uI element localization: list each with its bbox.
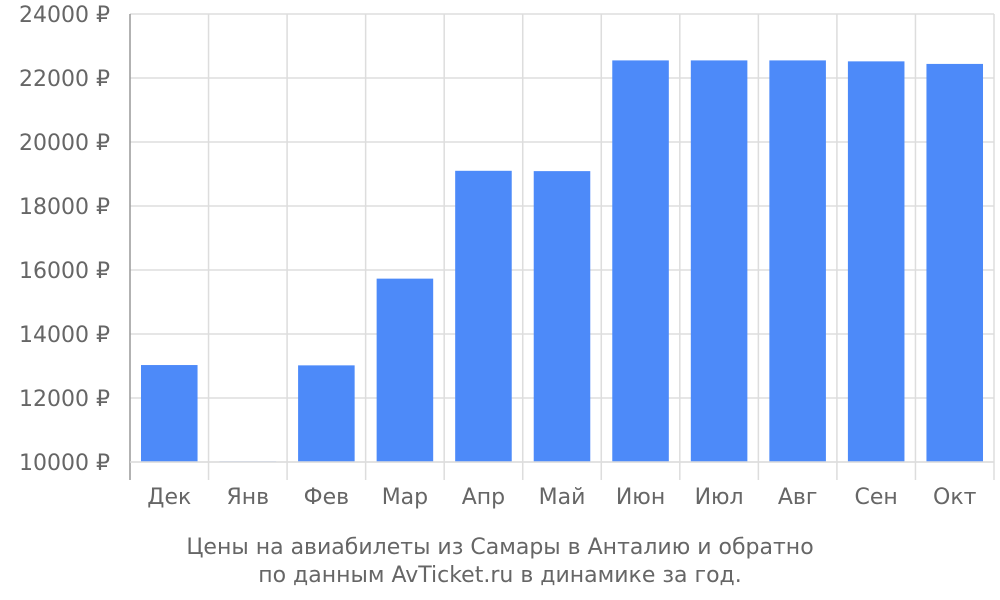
bar — [533, 171, 591, 462]
bar — [376, 278, 434, 462]
bar — [140, 365, 198, 462]
bar — [690, 60, 748, 463]
bar — [926, 63, 984, 463]
x-tick-label: Май — [539, 485, 586, 510]
tick-labels: 10000 ₽ 12000 ₽ 14000 ₽ 16000 ₽ 18000 ₽ 20000… — [19, 3, 977, 510]
chart-caption-line-2: по данным AvTicket.ru в динамике за год. — [258, 563, 742, 588]
x-tick-label: Апр — [462, 485, 505, 510]
y-tick-label: 22000 ₽ — [19, 67, 110, 92]
x-tick-label: Дек — [147, 485, 191, 510]
bar — [847, 61, 905, 463]
y-tick-label: 14000 ₽ — [19, 323, 110, 348]
y-tick-label: 12000 ₽ — [19, 387, 110, 412]
bar — [298, 365, 355, 462]
chart-caption-line-1: Цены на авиабилеты из Самары в Анталию и… — [186, 535, 814, 560]
x-tick-label: Фев — [304, 485, 349, 510]
x-tick-label: Июл — [695, 485, 744, 510]
bars — [140, 60, 984, 463]
x-tick-label: Мар — [382, 485, 428, 510]
x-tick-label: Янв — [226, 485, 269, 510]
x-tick-label: Окт — [933, 485, 977, 510]
x-tick-label: Сен — [855, 485, 898, 510]
bar — [769, 60, 826, 463]
x-tick-label: Июн — [616, 485, 665, 510]
y-tick-label: 20000 ₽ — [19, 131, 110, 156]
y-tick-label: 16000 ₽ — [19, 259, 110, 284]
y-tick-label: 10000 ₽ — [19, 451, 110, 476]
y-tick-label: 18000 ₽ — [19, 195, 110, 220]
bar — [455, 170, 512, 463]
y-tick-label: 24000 ₽ — [19, 3, 110, 28]
axes — [129, 14, 994, 480]
x-tick-label: Авг — [778, 485, 818, 510]
bar — [612, 60, 669, 463]
